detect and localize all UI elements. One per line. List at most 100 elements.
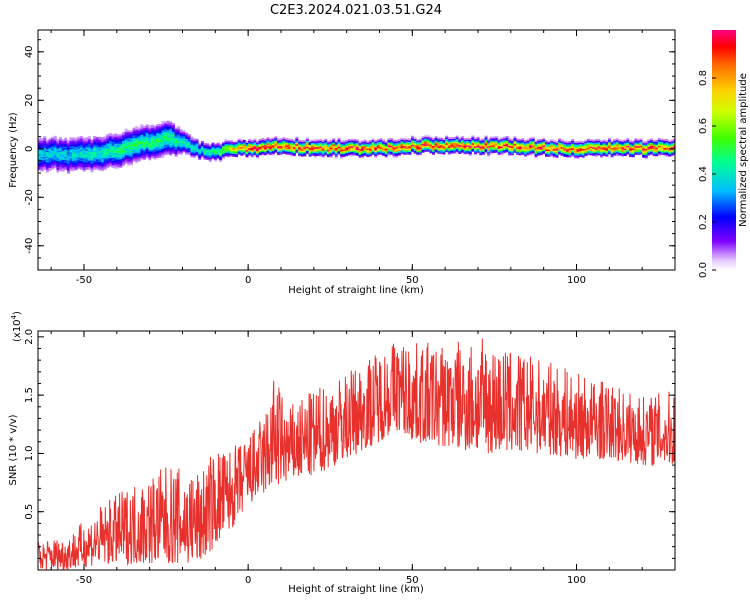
spectrogram-cell <box>524 153 527 155</box>
spectrogram-cell <box>668 151 672 154</box>
spectrogram-cell <box>179 135 183 137</box>
spectrogram-cell <box>40 143 44 146</box>
spectrogram-cell <box>148 151 152 154</box>
spectrogram-cell <box>455 137 459 139</box>
spectrogram-cell <box>579 142 583 144</box>
spectrogram-cell <box>193 144 196 147</box>
spectrogram-cell <box>526 150 530 153</box>
spectrogram-cell <box>56 163 60 166</box>
spectrogram-cell <box>45 161 49 164</box>
spectrogram-cell <box>631 155 635 158</box>
spectrogram-cell <box>605 140 609 142</box>
spectrogram-cell <box>166 123 170 126</box>
spectrogram-cell <box>132 153 136 156</box>
spectrogram-cell <box>626 142 630 145</box>
spectrogram-cell <box>492 136 496 139</box>
spectrogram-cell <box>571 144 575 147</box>
spectrogram-cell <box>53 143 57 145</box>
spectrogram-cell <box>550 139 554 142</box>
spectrogram-cell <box>634 150 638 152</box>
spectrogram-cell <box>187 141 191 144</box>
spectrogram-cell <box>143 128 147 131</box>
spectrogram-cell <box>211 152 215 155</box>
spectrogram-cell <box>129 134 133 137</box>
spectrogram-cell <box>122 134 126 137</box>
spectrogram-cell <box>261 142 265 145</box>
spectrogram-cell <box>458 152 462 154</box>
spectrogram-cell <box>497 152 501 155</box>
spectrogram-cell <box>248 149 252 152</box>
spectrogram-cell <box>66 166 70 168</box>
spectrogram-cell <box>655 151 659 154</box>
spectrogram-cell <box>665 143 669 146</box>
spectrogram-cell <box>397 142 401 144</box>
spectrogram-cell <box>161 136 165 139</box>
spectrogram-cell <box>158 128 162 131</box>
spectrogram-cell <box>529 137 533 140</box>
spectrogram-cell <box>287 149 291 152</box>
spectrogram-cell <box>552 151 556 154</box>
spectrogram-cell <box>361 156 365 159</box>
spectrogram-cell <box>101 141 104 144</box>
spectrogram-cell <box>411 140 414 142</box>
spectrogram-cell <box>172 134 175 137</box>
spectrogram-cell <box>466 142 470 144</box>
spectrogram-cell <box>634 144 638 147</box>
spectrogram-cell <box>193 154 196 157</box>
spectrogram-cell <box>158 145 162 148</box>
spectrogram-cell <box>453 141 456 144</box>
spectrogram-cell <box>103 160 107 163</box>
spectrogram-cell <box>476 145 480 148</box>
spectrogram-cell <box>321 151 325 154</box>
spectrogram-cell <box>403 147 407 149</box>
spectrogram-cell <box>424 142 428 145</box>
spectrogram-cell <box>589 146 593 149</box>
spectrogram-cell <box>597 138 601 141</box>
spectrogram-cell <box>644 142 648 145</box>
spectrogram-cell <box>492 143 496 146</box>
spectrogram-cell <box>587 146 590 148</box>
spectrogram-cell <box>529 146 533 149</box>
spectrogram-cell <box>119 158 123 161</box>
spectrogram-cell <box>621 148 625 151</box>
spectrogram-cell <box>59 145 62 148</box>
spectrogram-cell <box>95 163 99 166</box>
spectrogram-cell <box>206 143 210 146</box>
spectrogram-cell <box>652 144 656 146</box>
spectrogram-cell <box>326 155 330 158</box>
spectrogram-cell <box>45 157 49 160</box>
spectrogram-cell <box>166 145 170 148</box>
spectrogram-cell <box>647 152 651 155</box>
spectrogram-cell <box>594 147 598 150</box>
spectrogram-cell <box>248 139 252 141</box>
spectrogram-cell <box>190 148 194 151</box>
spectrogram-cell <box>355 149 359 152</box>
spectrogram-cell <box>466 137 470 140</box>
spectrogram-cell <box>80 138 83 141</box>
spectrogram-cell <box>66 167 70 170</box>
spectrogram-cell <box>151 129 154 131</box>
spectrogram-cell <box>292 144 296 146</box>
spectrogram-cell <box>615 138 619 141</box>
spectrogram-cell <box>568 155 572 158</box>
spectrogram-cell <box>615 144 619 147</box>
spectrogram-cell <box>629 143 632 146</box>
spectrogram-cell <box>516 147 520 150</box>
spectrogram-cell <box>177 136 181 139</box>
spectrogram-cell <box>61 158 65 161</box>
spectrogram-cell <box>416 153 420 156</box>
spectrogram-cell <box>466 140 470 143</box>
spectrogram-cell <box>214 155 217 158</box>
spectrogram-cell <box>463 139 467 142</box>
spectrogram-cell <box>558 152 562 155</box>
spectrogram-cell <box>474 147 477 150</box>
spectrogram-cell <box>324 146 328 148</box>
spectrogram-cell <box>108 135 112 138</box>
spectrogram-cell <box>221 146 225 149</box>
spectrogram-cell <box>665 146 669 149</box>
spectrogram-cell <box>447 150 451 153</box>
spectrogram-cell <box>657 151 661 154</box>
spectrogram-cell <box>61 145 65 147</box>
spectrogram-cell <box>206 158 210 160</box>
spectrogram-cell <box>64 166 68 169</box>
